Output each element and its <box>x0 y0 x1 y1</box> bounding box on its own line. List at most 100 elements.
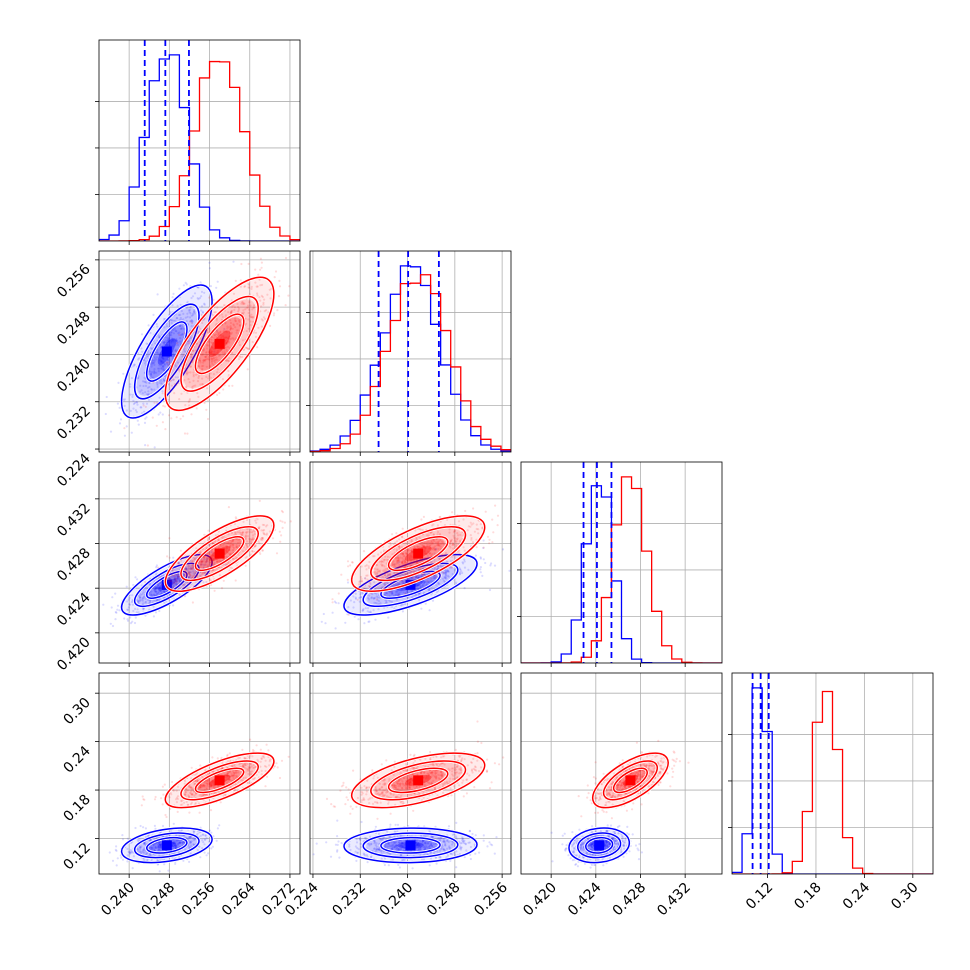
scatter-point <box>171 575 175 579</box>
scatter-point <box>190 322 194 325</box>
scatter-point <box>162 404 165 407</box>
scatter-point <box>441 571 444 574</box>
scatter-point <box>130 431 133 434</box>
scatter-point <box>219 333 222 336</box>
scatter-point <box>455 538 459 541</box>
scatter-point <box>448 566 451 569</box>
scatter-point <box>226 556 229 559</box>
scatter-point <box>158 379 161 383</box>
scatter-point <box>216 827 219 830</box>
scatter-point <box>176 341 179 344</box>
scatter-point <box>494 504 497 507</box>
scatter-point <box>172 604 175 607</box>
scatter-point <box>214 361 217 364</box>
scatter-point <box>253 538 256 541</box>
scatter-point <box>230 531 233 535</box>
scatter-point <box>219 330 222 333</box>
scatter-point <box>144 601 147 604</box>
scatter-point <box>138 596 142 599</box>
scatter-point <box>280 534 283 537</box>
scatter-point <box>373 596 376 600</box>
scatter-point <box>210 350 213 353</box>
scatter-point <box>173 392 176 395</box>
scatter-point <box>204 358 207 361</box>
scatter-point <box>444 573 447 576</box>
scatter-point <box>219 331 222 334</box>
scatter-point <box>212 373 215 376</box>
scatter-point <box>171 338 174 341</box>
scatter-point <box>351 561 354 564</box>
scatter-point <box>208 358 211 361</box>
scatter-point <box>261 538 264 541</box>
scatter-point <box>239 285 242 288</box>
scatter-point <box>439 520 442 523</box>
scatter-point <box>367 584 370 588</box>
scatter-point <box>158 583 161 586</box>
scatter-point <box>160 378 163 382</box>
scatter-point <box>261 549 265 552</box>
scatter-point <box>208 344 211 347</box>
scatter-point <box>156 385 159 389</box>
scatter-point <box>349 564 352 567</box>
scatter-point <box>227 369 230 373</box>
scatter-point <box>208 555 211 559</box>
scatter-point <box>205 558 208 561</box>
scatter-point <box>382 582 385 585</box>
scatter-point <box>115 611 118 614</box>
scatter-point <box>137 601 140 604</box>
scatter-point <box>210 359 214 363</box>
scatter-point <box>193 557 196 561</box>
scatter-point <box>194 557 197 560</box>
scatter-point <box>397 559 400 562</box>
scatter-point <box>248 540 251 543</box>
scatter-point <box>165 341 168 344</box>
scatter-point <box>191 386 194 389</box>
scatter-point <box>175 416 178 419</box>
scatter-point <box>142 602 145 605</box>
scatter-point <box>482 546 485 549</box>
scatter-point <box>161 413 164 416</box>
scatter-point <box>204 555 207 558</box>
scatter-point <box>154 795 157 799</box>
scatter-point <box>175 383 178 386</box>
scatter-point <box>217 332 220 335</box>
scatter-point <box>391 591 394 595</box>
scatter-point <box>233 308 236 312</box>
scatter-point <box>179 549 182 552</box>
scatter-point <box>208 351 211 354</box>
scatter-point <box>222 334 225 337</box>
scatter-point <box>379 602 382 605</box>
scatter-point <box>470 538 473 541</box>
scatter-point <box>252 315 255 318</box>
scatter-point <box>203 291 206 294</box>
scatter-point <box>235 556 238 559</box>
scatter-point <box>259 552 262 556</box>
scatter-point <box>227 339 230 343</box>
scatter-point <box>153 824 156 828</box>
scatter-point <box>227 542 230 545</box>
scatter-point <box>347 606 350 609</box>
scatter-point <box>153 588 156 591</box>
scatter-point <box>203 558 206 561</box>
scatter-point <box>163 340 166 343</box>
scatter-point <box>167 361 170 364</box>
scatter-point <box>237 309 240 312</box>
scatter-point <box>153 401 156 404</box>
scatter-point <box>368 620 371 623</box>
scatter-point <box>176 577 179 580</box>
scatter-point <box>176 381 180 384</box>
scatter-point <box>254 519 257 522</box>
scatter-point <box>202 347 205 351</box>
scatter-point <box>435 584 438 587</box>
scatter-point <box>452 547 455 550</box>
scatter-point <box>462 562 465 565</box>
scatter-point <box>439 564 442 567</box>
scatter-point <box>210 847 213 850</box>
scatter-point <box>209 557 213 560</box>
scatter-point <box>347 613 350 616</box>
scatter-point <box>131 393 134 396</box>
scatter-point <box>461 561 464 564</box>
scatter-point <box>241 533 244 537</box>
scatter-point <box>220 336 223 339</box>
scatter-point <box>240 302 243 305</box>
